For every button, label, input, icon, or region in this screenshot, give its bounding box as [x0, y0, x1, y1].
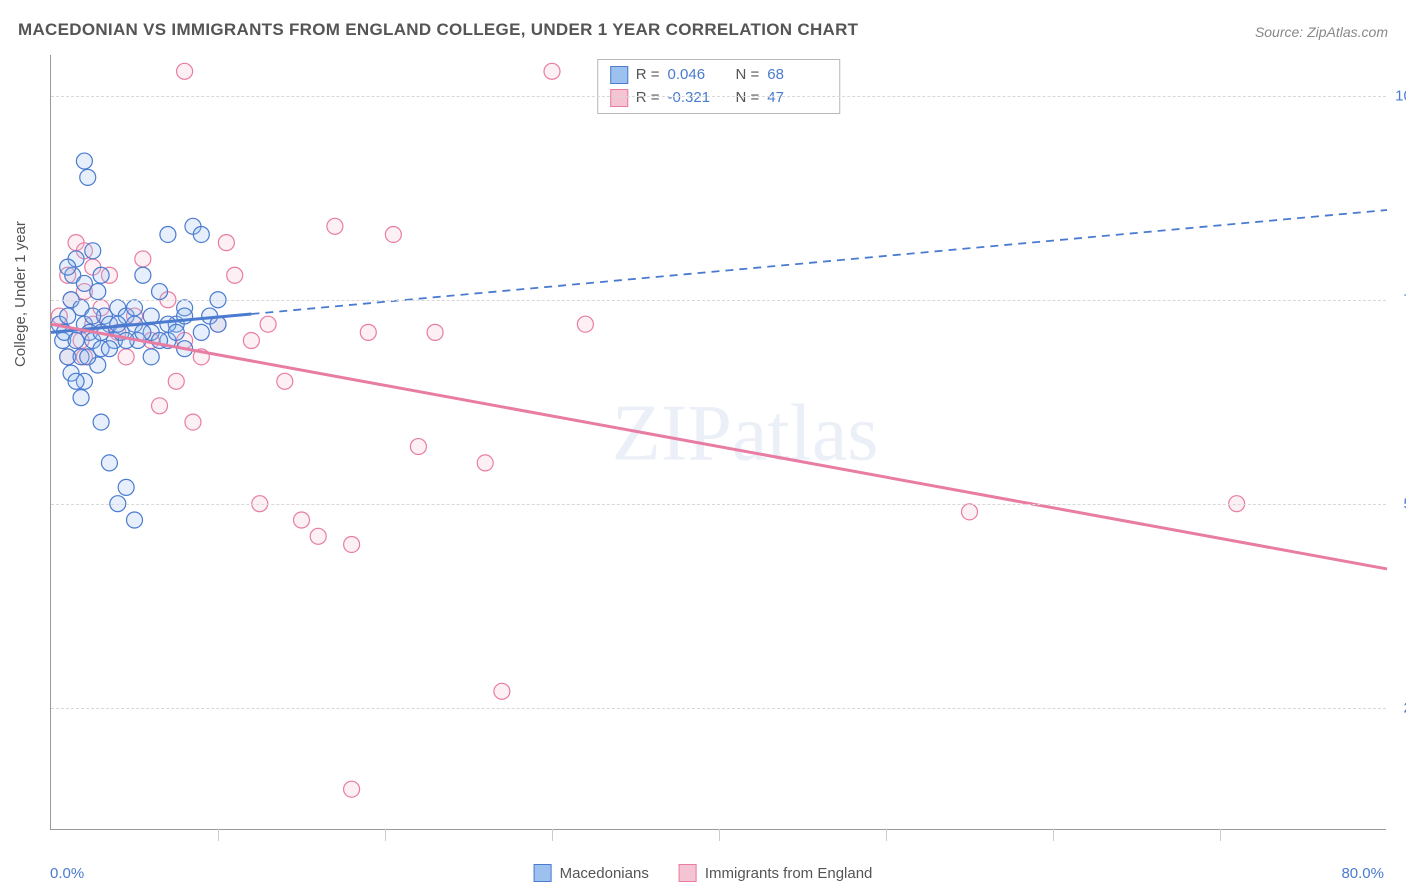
- scatter-point: [193, 324, 209, 340]
- scatter-point: [577, 316, 593, 332]
- scatter-point: [185, 414, 201, 430]
- scatter-point: [344, 781, 360, 797]
- scatter-point: [385, 226, 401, 242]
- scatter-point: [135, 251, 151, 267]
- scatter-point: [327, 218, 343, 234]
- gridline: [51, 708, 1386, 709]
- scatter-point: [127, 300, 143, 316]
- scatter-point: [310, 528, 326, 544]
- scatter-point: [143, 349, 159, 365]
- x-axis-min-label: 0.0%: [50, 865, 84, 882]
- scatter-point: [118, 479, 134, 495]
- scatter-point: [76, 153, 92, 169]
- x-tick: [719, 829, 720, 841]
- scatter-point: [85, 308, 101, 324]
- scatter-point: [127, 512, 143, 528]
- scatter-point: [60, 259, 76, 275]
- scatter-point: [152, 284, 168, 300]
- scatter-point: [73, 390, 89, 406]
- trend-line: [251, 210, 1387, 314]
- scatter-plot-svg: [51, 55, 1386, 829]
- x-tick: [1220, 829, 1221, 841]
- gridline: [51, 300, 1386, 301]
- bottom-legend: Macedonians Immigrants from England: [534, 864, 873, 882]
- scatter-point: [101, 455, 117, 471]
- x-tick: [385, 829, 386, 841]
- x-tick: [886, 829, 887, 841]
- scatter-point: [168, 324, 184, 340]
- y-axis-title: College, Under 1 year: [12, 221, 29, 367]
- scatter-point: [93, 267, 109, 283]
- scatter-point: [193, 226, 209, 242]
- scatter-point: [110, 316, 126, 332]
- x-tick: [1053, 829, 1054, 841]
- x-axis-max-label: 80.0%: [1341, 865, 1384, 882]
- scatter-point: [427, 324, 443, 340]
- legend-swatch-blue-icon: [534, 864, 552, 882]
- scatter-point: [85, 243, 101, 259]
- x-tick: [552, 829, 553, 841]
- scatter-point: [135, 267, 151, 283]
- x-tick: [218, 829, 219, 841]
- plot-area: ZIPatlas R = 0.046 N = 68 R = -0.321 N =…: [50, 55, 1386, 830]
- y-tick-label: 100.0%: [1395, 87, 1406, 104]
- chart-container: MACEDONIAN VS IMMIGRANTS FROM ENGLAND CO…: [0, 0, 1406, 892]
- scatter-point: [177, 63, 193, 79]
- scatter-point: [243, 333, 259, 349]
- gridline: [51, 96, 1386, 97]
- scatter-point: [152, 398, 168, 414]
- source-attribution: Source: ZipAtlas.com: [1255, 24, 1388, 40]
- scatter-point: [494, 683, 510, 699]
- scatter-point: [160, 226, 176, 242]
- legend-swatch-pink-icon: [679, 864, 697, 882]
- scatter-point: [277, 373, 293, 389]
- scatter-point: [118, 349, 134, 365]
- scatter-point: [344, 536, 360, 552]
- trend-line: [51, 324, 1387, 569]
- scatter-point: [962, 504, 978, 520]
- scatter-point: [101, 341, 117, 357]
- scatter-point: [76, 275, 92, 291]
- legend-label-pink: Immigrants from England: [705, 865, 873, 882]
- scatter-point: [80, 349, 96, 365]
- scatter-point: [93, 414, 109, 430]
- scatter-point: [168, 373, 184, 389]
- gridline: [51, 504, 1386, 505]
- legend-label-blue: Macedonians: [560, 865, 649, 882]
- chart-title: MACEDONIAN VS IMMIGRANTS FROM ENGLAND CO…: [18, 20, 858, 40]
- scatter-point: [80, 169, 96, 185]
- scatter-point: [218, 235, 234, 251]
- scatter-point: [135, 324, 151, 340]
- scatter-point: [544, 63, 560, 79]
- scatter-point: [360, 324, 376, 340]
- scatter-point: [477, 455, 493, 471]
- scatter-point: [227, 267, 243, 283]
- scatter-point: [410, 439, 426, 455]
- legend-item-pink: Immigrants from England: [679, 864, 873, 882]
- scatter-point: [294, 512, 310, 528]
- legend-item-blue: Macedonians: [534, 864, 649, 882]
- scatter-point: [260, 316, 276, 332]
- scatter-point: [68, 373, 84, 389]
